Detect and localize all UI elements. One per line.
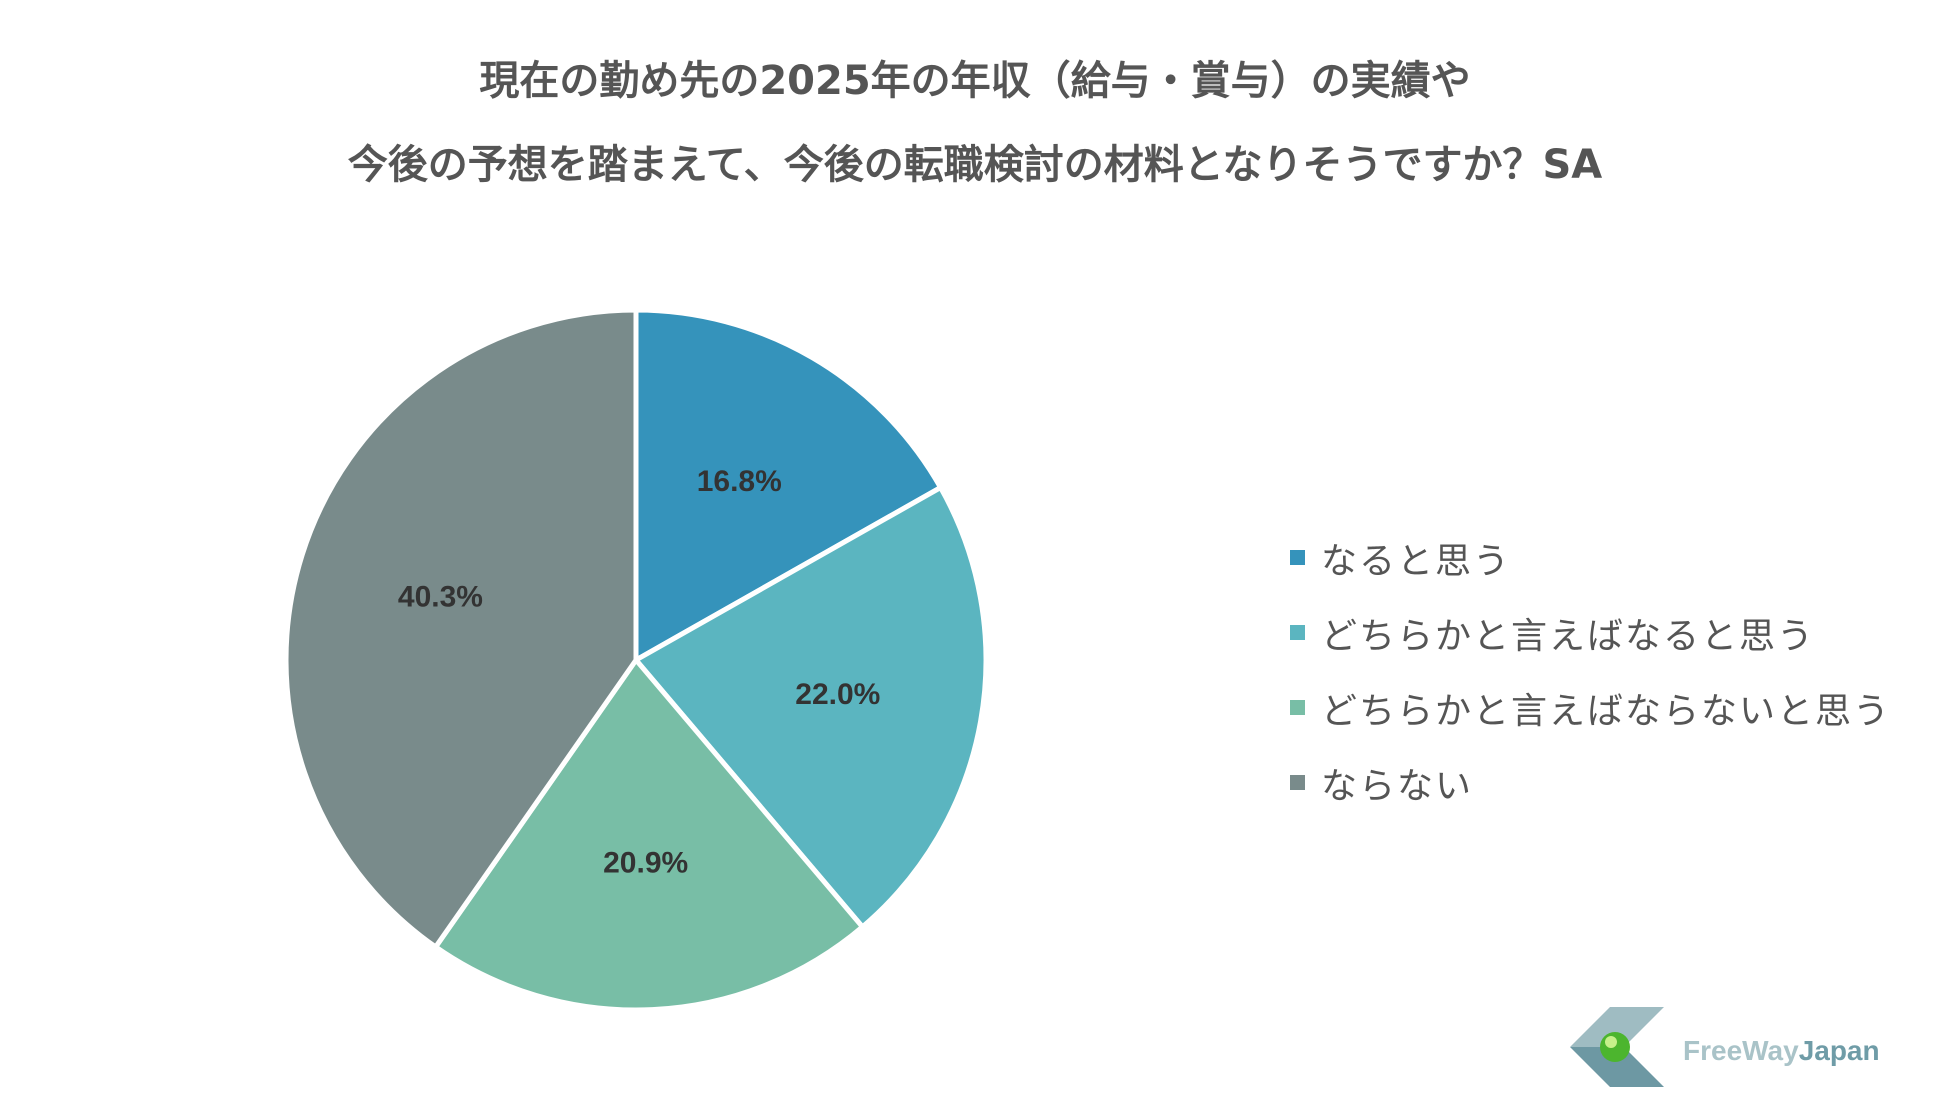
- logo-shape-bottom: [1570, 1047, 1664, 1087]
- logo-orb-highlight: [1605, 1036, 1617, 1048]
- legend-item: ならない: [1290, 745, 1891, 820]
- logo-shape-top: [1570, 1007, 1664, 1047]
- logo-green-orb: [1600, 1032, 1630, 1062]
- legend-swatch: [1290, 700, 1305, 715]
- pie-slice: [283, 307, 639, 950]
- legend-swatch: [1290, 625, 1305, 640]
- logo-text-freeway: FreeWay: [1683, 1035, 1799, 1066]
- pie-slice: [633, 485, 989, 930]
- freewayjapan-logo: [1570, 1007, 1664, 1087]
- chart-title-line-1: 現在の勤め先の2025年の年収（給与・賞与）の実績や: [479, 58, 1471, 104]
- legend-swatch: [1290, 775, 1305, 790]
- legend-label: どちらかと言えばならないと思う: [1321, 690, 1892, 732]
- slice-data-label: 40.3%: [398, 580, 483, 613]
- slice-data-label: 16.8%: [697, 465, 782, 498]
- legend-label: なると思う: [1321, 540, 1512, 582]
- legend-swatch: [1290, 550, 1305, 565]
- legend-label: どちらかと言えばなると思う: [1321, 615, 1816, 657]
- legend-item: どちらかと言えばなると思う: [1290, 595, 1891, 670]
- chart-title-line-2: 今後の予想を踏まえて、今後の転職検討の材料となりそうですか？SA: [347, 142, 1603, 188]
- pie-slice: [633, 307, 944, 663]
- chart-legend: なると思う どちらかと言えばなると思う どちらかと言えばならないと思う ならない: [1290, 520, 1891, 820]
- legend-item: なると思う: [1290, 520, 1891, 595]
- logo-text: FreeWayJapan: [1683, 1035, 1880, 1067]
- legend-label: ならない: [1321, 765, 1474, 807]
- logo-text-japan: Japan: [1798, 1035, 1880, 1066]
- legend-item: どちらかと言えばならないと思う: [1290, 670, 1891, 745]
- slice-data-label: 20.9%: [603, 847, 688, 880]
- slice-data-label: 22.0%: [795, 678, 880, 711]
- pie-slice: [433, 657, 865, 1013]
